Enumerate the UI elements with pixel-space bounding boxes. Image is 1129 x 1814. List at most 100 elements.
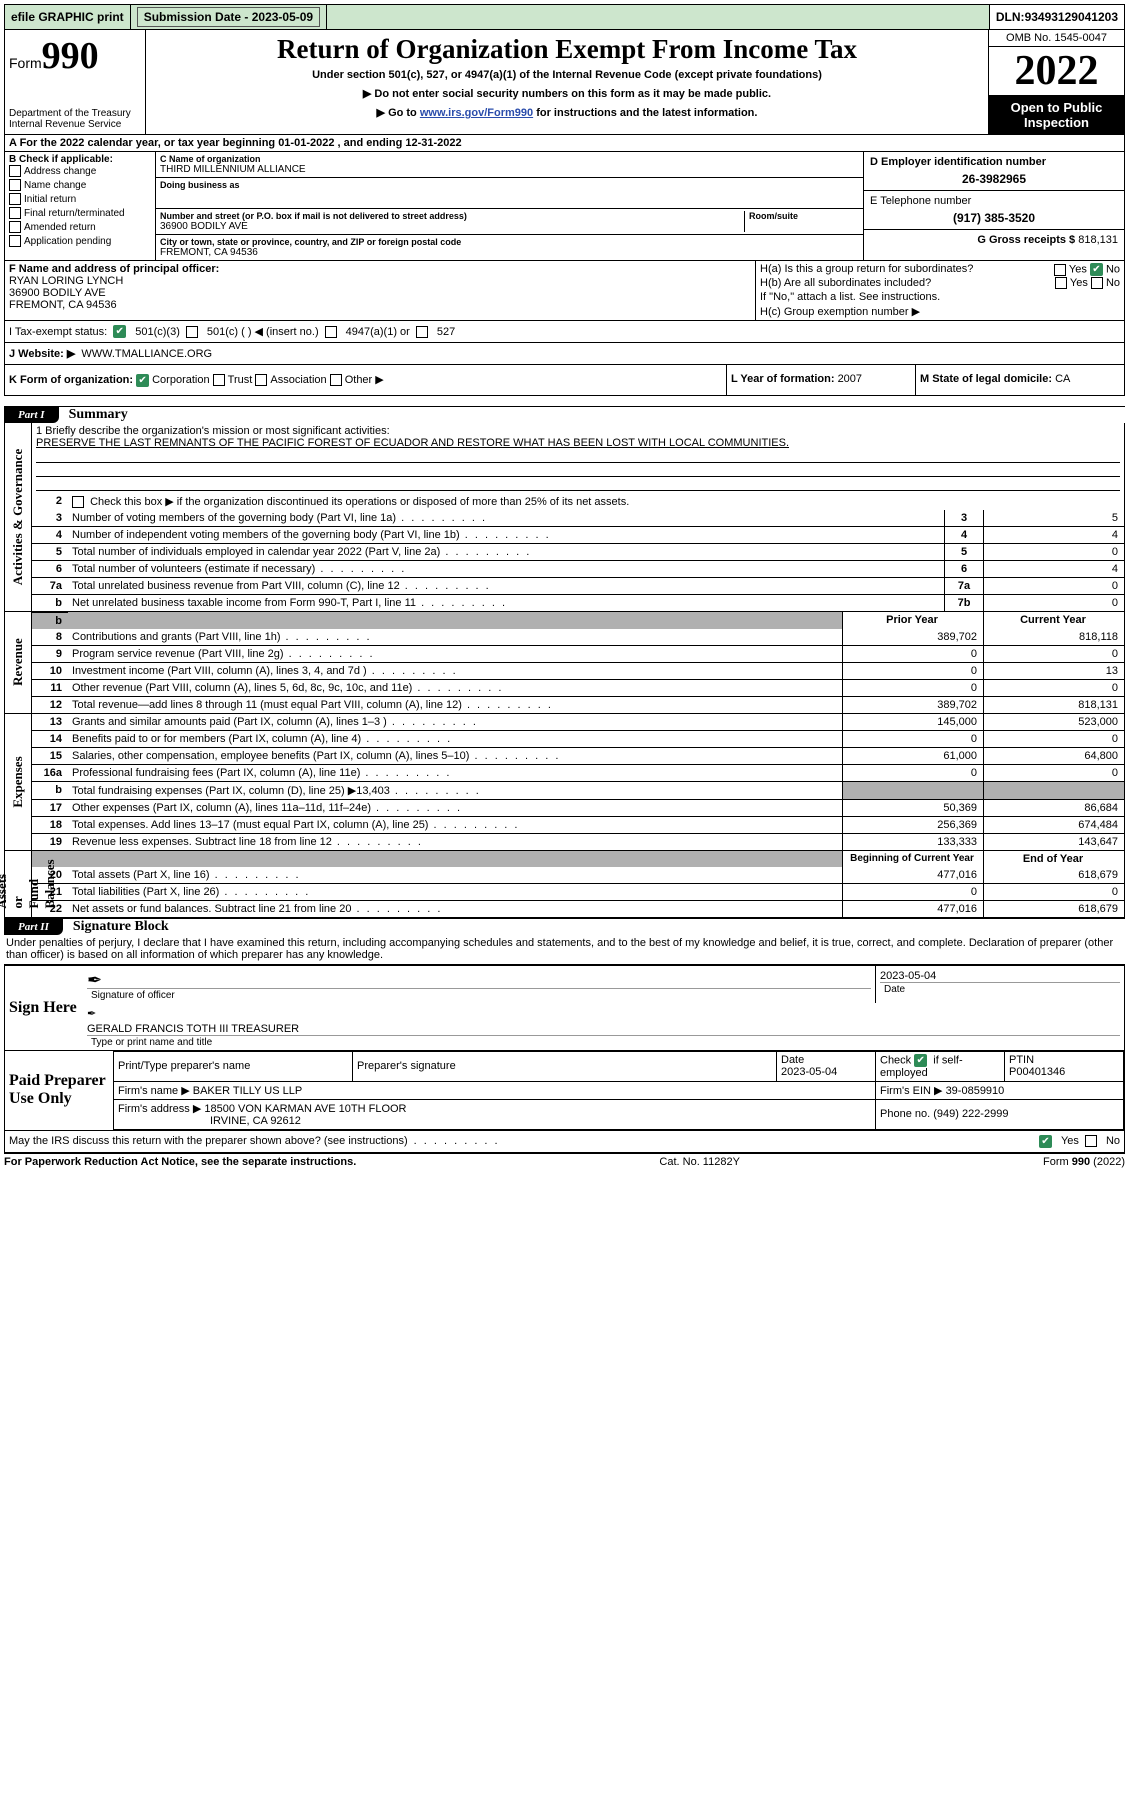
- submission-date-cell: Submission Date - 2023-05-09: [131, 5, 327, 29]
- prep-name-hdr: Print/Type preparer's name: [114, 1051, 353, 1081]
- table-row: 21Total liabilities (Part X, line 26)00: [32, 883, 1124, 900]
- vlabel-governance: Activities & Governance: [5, 423, 32, 611]
- gov-row: 6Total number of volunteers (estimate if…: [32, 560, 1124, 577]
- table-row: 22Net assets or fund balances. Subtract …: [32, 900, 1124, 917]
- chk-app-pending[interactable]: Application pending: [9, 235, 151, 249]
- net-table: Beginning of Current Year End of Year 20…: [32, 851, 1124, 917]
- gov-row: 7aTotal unrelated business revenue from …: [32, 577, 1124, 594]
- k-other-box[interactable]: [330, 374, 342, 386]
- chk-final-return[interactable]: Final return/terminated: [9, 207, 151, 221]
- tel-value: (917) 385-3520: [870, 211, 1118, 225]
- discuss-yes: Yes: [1061, 1135, 1079, 1147]
- hb-yes-box[interactable]: [1055, 277, 1067, 289]
- ha-row: H(a) Is this a group return for subordin…: [760, 263, 1120, 275]
- discuss-no-box[interactable]: [1085, 1135, 1097, 1147]
- ha-yes-box[interactable]: [1054, 264, 1066, 276]
- signature-area-2[interactable]: ✒: [87, 1007, 1120, 1023]
- table-row: 16aProfessional fundraising fees (Part I…: [32, 764, 1124, 781]
- part1-title: Summary: [59, 407, 128, 423]
- mission-text: PRESERVE THE LAST REMNANTS OF THE PACIFI…: [36, 437, 1120, 449]
- opt-501c3: 501(c)(3): [135, 326, 180, 338]
- row-k: K Form of organization: ✔Corporation Tru…: [4, 365, 1125, 396]
- table-row: 12Total revenue—add lines 8 through 11 (…: [32, 696, 1124, 713]
- k-corp-check-icon: ✔: [136, 374, 149, 387]
- hb-row: H(b) Are all subordinates included? Yes …: [760, 277, 1120, 289]
- subtitle-1: Under section 501(c), 527, or 4947(a)(1)…: [150, 69, 984, 81]
- part2-tab: Part II: [4, 919, 63, 935]
- chk-initial-return[interactable]: Initial return: [9, 193, 151, 207]
- table-row: bTotal fundraising expenses (Part IX, co…: [32, 781, 1124, 799]
- part1-header: Part I Summary: [4, 406, 1125, 423]
- org-name: THIRD MILLENNIUM ALLIANCE: [160, 164, 859, 175]
- col-c-org-info: C Name of organization THIRD MILLENNIUM …: [156, 152, 863, 260]
- col-b-title: B Check if applicable:: [9, 154, 151, 165]
- chk-amended[interactable]: Amended return: [9, 221, 151, 235]
- hb-yes: Yes: [1070, 277, 1088, 289]
- submission-date-button[interactable]: Submission Date - 2023-05-09: [137, 7, 320, 27]
- form-header: Form990 Department of the Treasury Inter…: [4, 30, 1125, 135]
- open-public-1: Open to Public: [1011, 100, 1103, 115]
- k-assoc-box[interactable]: [255, 374, 267, 386]
- dept-treasury: Department of the Treasury Internal Reve…: [9, 108, 141, 130]
- org-name-label: C Name of organization: [160, 154, 859, 164]
- form-word: Form: [9, 55, 42, 71]
- sig-name-label: Type or print name and title: [87, 1035, 1120, 1050]
- part1-tab: Part I: [4, 407, 59, 423]
- firm-ein: 39-0859910: [946, 1085, 1005, 1097]
- tel-label: E Telephone number: [870, 195, 1118, 207]
- sig-date-label: Date: [880, 982, 1120, 997]
- gov-l2-text: Check this box ▶ if the organization dis…: [90, 496, 629, 508]
- col-d-numbers: D Employer identification number 26-3982…: [863, 152, 1124, 260]
- form-number: Form990: [9, 34, 141, 78]
- table-row: 15Salaries, other compensation, employee…: [32, 747, 1124, 764]
- hdr-end-year: End of Year: [984, 851, 1125, 867]
- firm-phone-label: Phone no.: [880, 1108, 933, 1120]
- k-corp: Corporation: [152, 374, 209, 386]
- gross-label: G Gross receipts $: [977, 234, 1078, 246]
- page-title: Return of Organization Exempt From Incom…: [150, 34, 984, 65]
- vlabel-net: Net Assets or Fund Balances: [5, 851, 32, 917]
- k-trust-box[interactable]: [213, 374, 225, 386]
- discuss-yes-check-icon: ✔: [1039, 1135, 1052, 1148]
- hdr-begin-year: Beginning of Current Year: [843, 851, 984, 867]
- dba-label: Doing business as: [160, 180, 859, 190]
- self-emp-label: Check: [880, 1054, 914, 1066]
- footer-right: Form 990 (2022): [1043, 1156, 1125, 1168]
- signature-area[interactable]: ✒: [87, 970, 871, 988]
- opt-501c-box[interactable]: [186, 326, 198, 338]
- prep-sig-hdr: Preparer's signature: [353, 1051, 777, 1081]
- form-990-number: 990: [42, 35, 99, 77]
- subtitle-3: ▶ Go to www.irs.gov/Form990 for instruct…: [150, 106, 984, 119]
- vlabel-revenue: Revenue: [5, 612, 32, 713]
- chk-address-change[interactable]: Address change: [9, 165, 151, 179]
- opt-527-box[interactable]: [416, 326, 428, 338]
- irs-link[interactable]: www.irs.gov/Form990: [420, 107, 533, 119]
- ein-label: D Employer identification number: [870, 156, 1118, 168]
- city-label: City or town, state or province, country…: [160, 237, 859, 247]
- k-trust: Trust: [228, 374, 253, 386]
- table-row: 17Other expenses (Part IX, column (A), l…: [32, 799, 1124, 816]
- firm-name-label: Firm's name ▶: [118, 1085, 190, 1097]
- chk-name-change[interactable]: Name change: [9, 179, 151, 193]
- l-year: L Year of formation: 2007: [727, 365, 916, 395]
- discuss-question: May the IRS discuss this return with the…: [9, 1135, 408, 1147]
- row-a-tax-year: A For the 2022 calendar year, or tax yea…: [4, 135, 1125, 152]
- ptin-value: P00401346: [1009, 1066, 1065, 1078]
- two-col-header: b Prior Year Current Year: [32, 612, 1124, 629]
- gov-row: 5Total number of individuals employed in…: [32, 543, 1124, 560]
- dln-value: 93493129041203: [1025, 10, 1118, 24]
- part2-title: Signature Block: [63, 919, 169, 935]
- m-state-value: CA: [1055, 373, 1070, 385]
- section-governance: Activities & Governance 1 Briefly descri…: [4, 423, 1125, 612]
- page-footer: For Paperwork Reduction Act Notice, see …: [4, 1153, 1125, 1170]
- hb-no-box[interactable]: [1091, 277, 1103, 289]
- topbar: efile GRAPHIC print Submission Date - 20…: [4, 4, 1125, 30]
- row-f-h: F Name and address of principal officer:…: [4, 261, 1125, 321]
- net-header: Beginning of Current Year End of Year: [32, 851, 1124, 867]
- opt-4947-box[interactable]: [325, 326, 337, 338]
- submission-date-label: Submission Date -: [144, 10, 252, 24]
- mission-block: 1 Briefly describe the organization's mi…: [32, 423, 1124, 493]
- efile-label: efile GRAPHIC print: [5, 5, 131, 29]
- tax-year: 2022: [989, 46, 1124, 96]
- table-row: 19Revenue less expenses. Subtract line 1…: [32, 833, 1124, 850]
